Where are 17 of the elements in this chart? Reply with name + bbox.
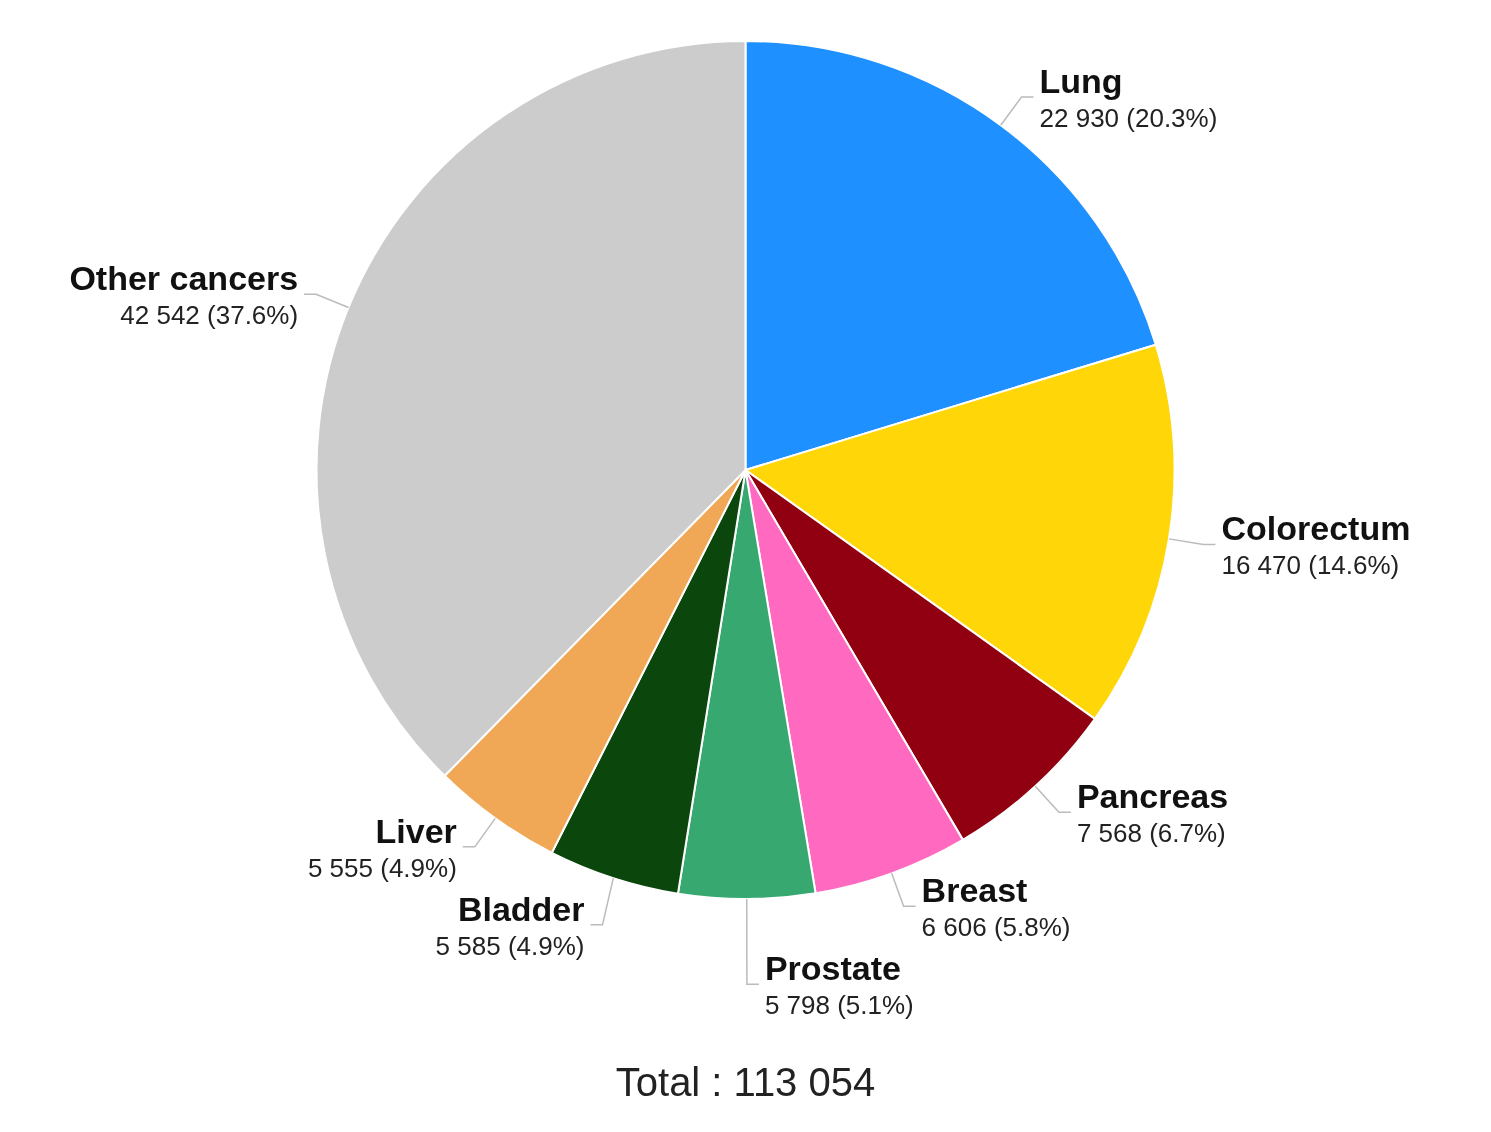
data-label: 16 470 (14.6%) <box>1221 550 1400 581</box>
slice-label: Bladder <box>457 889 585 928</box>
slice-label: Lung <box>1039 62 1123 101</box>
slice-label: Breast <box>921 871 1028 910</box>
slice-label: Liver <box>375 811 457 850</box>
data-label: 5 555 (4.9%) <box>307 852 457 883</box>
slice-label: Colorectum <box>1221 509 1411 548</box>
text: Total : 113 054 <box>614 1060 877 1105</box>
data-label: 22 930 (20.3%) <box>1039 103 1218 134</box>
data-label: 5 585 (4.9%) <box>435 930 585 961</box>
data-label: 7 568 (6.7%) <box>1076 818 1226 849</box>
data-label: 42 542 (37.6%) <box>120 300 299 331</box>
data-label: 5 798 (5.1%) <box>764 990 914 1021</box>
slice-label: Pancreas <box>1076 777 1229 816</box>
data-label: 6 606 (5.8%) <box>921 912 1071 943</box>
slice-label: Other cancers <box>69 259 299 298</box>
slice-label: Prostate <box>764 949 901 988</box>
